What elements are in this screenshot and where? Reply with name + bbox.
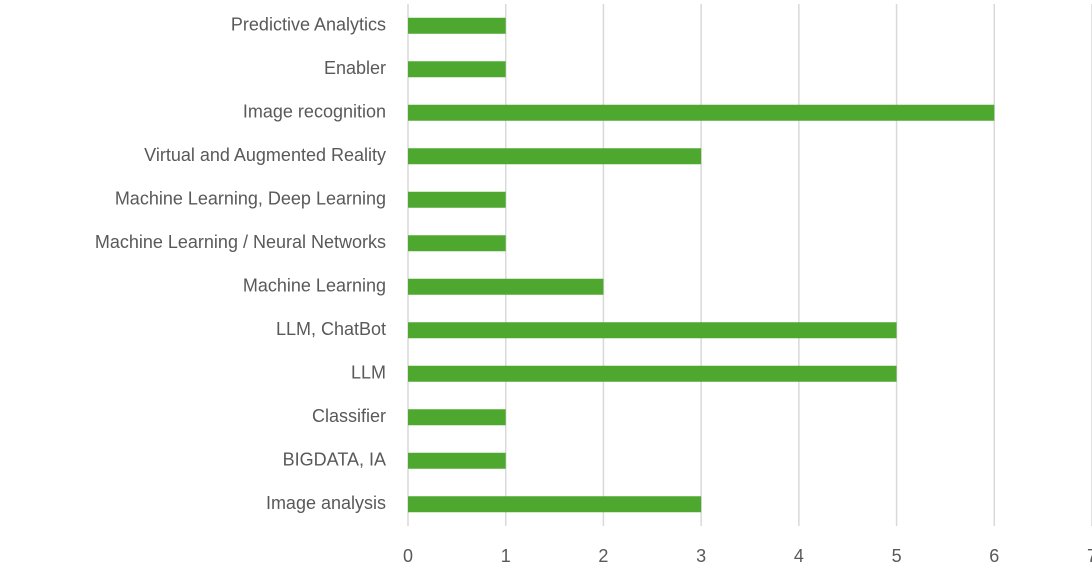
y-tick-label: Classifier	[312, 406, 386, 426]
y-tick-label: LLM, ChatBot	[276, 319, 386, 339]
bar	[408, 452, 506, 469]
bar	[408, 148, 702, 165]
bar	[408, 409, 506, 426]
y-tick-label: Machine Learning, Deep Learning	[115, 189, 386, 209]
bar	[408, 191, 506, 208]
y-tick-label: Machine Learning	[243, 276, 386, 296]
y-tick-label: Image analysis	[266, 493, 386, 513]
x-tick-label: 1	[501, 546, 511, 566]
y-tick-label: Virtual and Augmented Reality	[144, 145, 386, 165]
x-tick-label: 4	[794, 546, 804, 566]
bar	[408, 322, 897, 339]
bar	[408, 17, 506, 34]
bar	[408, 235, 506, 252]
y-tick-label: Image recognition	[243, 102, 386, 122]
x-tick-label: 5	[892, 546, 902, 566]
y-tick-label: Enabler	[324, 58, 386, 78]
x-tick-label: 3	[696, 546, 706, 566]
bar	[408, 104, 995, 121]
y-tick-label: LLM	[351, 363, 386, 383]
bar	[408, 365, 897, 382]
x-tick-label: 7	[1087, 546, 1092, 566]
y-tick-label: BIGDATA, IA	[283, 450, 386, 470]
bar	[408, 496, 702, 513]
bar	[408, 61, 506, 78]
x-tick-label: 6	[989, 546, 999, 566]
y-tick-label: Predictive Analytics	[231, 15, 386, 35]
x-tick-label: 2	[598, 546, 608, 566]
bar	[408, 278, 604, 295]
x-tick-label: 0	[403, 546, 413, 566]
y-tick-label: Machine Learning / Neural Networks	[95, 232, 386, 252]
